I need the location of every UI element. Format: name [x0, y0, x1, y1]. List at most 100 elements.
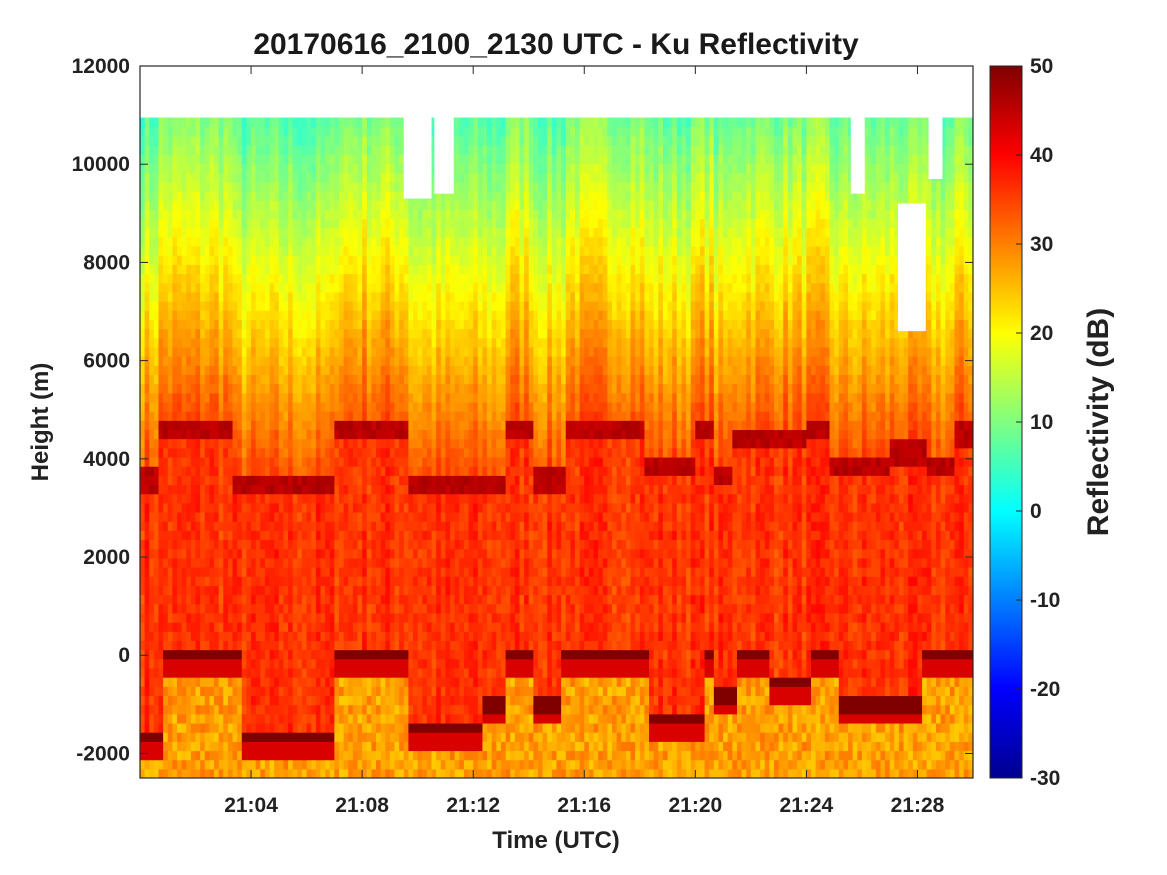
reflectivity-cell	[311, 145, 317, 155]
reflectivity-cell	[209, 640, 215, 651]
reflectivity-cell	[450, 319, 456, 330]
reflectivity-cell	[440, 732, 447, 742]
reflectivity-cell	[408, 603, 414, 614]
reflectivity-cell	[167, 686, 173, 697]
reflectivity-cell	[158, 732, 164, 742]
reflectivity-cell	[274, 732, 280, 742]
reflectivity-cell	[181, 539, 187, 550]
reflectivity-cell	[454, 319, 460, 330]
reflectivity-cell	[186, 631, 192, 642]
reflectivity-cell	[144, 576, 150, 586]
reflectivity-cell	[459, 704, 465, 715]
reflectivity-cell	[306, 154, 312, 165]
reflectivity-cell	[163, 291, 169, 302]
reflectivity-cell	[325, 245, 331, 256]
reflectivity-cell	[389, 227, 396, 238]
reflectivity-cell	[454, 722, 460, 733]
reflectivity-cell	[223, 475, 229, 486]
reflectivity-cell	[237, 695, 243, 706]
reflectivity-cell	[269, 622, 275, 632]
reflectivity-cell	[329, 741, 335, 752]
reflectivity-cell	[422, 401, 428, 412]
reflectivity-cell	[264, 530, 271, 541]
reflectivity-cell	[376, 190, 382, 201]
reflectivity-cell	[269, 365, 275, 375]
reflectivity-cell	[380, 567, 386, 577]
reflectivity-cell	[371, 732, 377, 742]
reflectivity-cell	[338, 310, 345, 320]
reflectivity-cell	[214, 273, 220, 284]
reflectivity-cell	[399, 677, 405, 687]
reflectivity-cell	[417, 337, 423, 348]
reflectivity-cell	[306, 631, 312, 642]
reflectivity-cell	[389, 301, 396, 311]
reflectivity-cell	[301, 521, 308, 531]
reflectivity-cell	[283, 539, 289, 550]
reflectivity-cell	[223, 236, 229, 247]
reflectivity-cell	[149, 502, 155, 513]
reflectivity-cell	[158, 530, 164, 541]
reflectivity-cell	[181, 383, 187, 394]
reflectivity-cell	[232, 181, 238, 192]
reflectivity-cell	[251, 365, 257, 375]
reflectivity-cell	[320, 401, 326, 412]
reflectivity-cell	[436, 218, 442, 229]
reflectivity-cell	[311, 218, 317, 229]
reflectivity-cell	[204, 209, 211, 220]
reflectivity-cell	[158, 759, 164, 770]
reflectivity-cell	[426, 677, 433, 687]
reflectivity-cell	[357, 429, 363, 440]
reflectivity-cell	[204, 530, 211, 541]
reflectivity-cell	[260, 346, 266, 357]
reflectivity-cell	[195, 732, 201, 742]
reflectivity-cell	[288, 310, 294, 320]
reflectivity-cell	[450, 612, 456, 623]
reflectivity-cell	[172, 401, 178, 412]
reflectivity-cell	[454, 200, 460, 210]
reflectivity-cell	[181, 548, 187, 559]
reflectivity-cell	[431, 163, 437, 174]
reflectivity-cell	[274, 484, 280, 495]
reflectivity-cell	[241, 456, 248, 467]
reflectivity-cell	[450, 530, 456, 541]
reflectivity-cell	[454, 548, 460, 559]
reflectivity-cell	[195, 255, 201, 265]
reflectivity-cell	[376, 713, 382, 724]
reflectivity-cell	[325, 567, 331, 577]
reflectivity-cell	[255, 383, 261, 394]
reflectivity-cell	[177, 612, 183, 623]
reflectivity-cell	[306, 429, 312, 440]
reflectivity-cell	[348, 190, 354, 201]
reflectivity-cell	[195, 759, 201, 770]
reflectivity-cell	[223, 282, 229, 293]
reflectivity-cell	[167, 502, 173, 513]
reflectivity-cell	[413, 209, 419, 220]
reflectivity-cell	[190, 365, 197, 375]
reflectivity-cell	[329, 603, 335, 614]
reflectivity-cell	[389, 631, 396, 642]
reflectivity-cell	[320, 677, 326, 687]
reflectivity-cell	[413, 622, 419, 632]
reflectivity-cell	[297, 328, 303, 339]
reflectivity-cell	[288, 401, 294, 412]
reflectivity-cell	[153, 732, 160, 742]
reflectivity-cell	[311, 539, 317, 550]
reflectivity-cell	[269, 447, 275, 458]
reflectivity-cell	[408, 631, 414, 642]
reflectivity-cell	[297, 594, 303, 605]
reflectivity-cell	[352, 713, 359, 724]
reflectivity-cell	[269, 732, 275, 742]
reflectivity-cell	[260, 759, 266, 770]
reflectivity-cell	[301, 190, 308, 201]
reflectivity-cell	[394, 245, 400, 256]
reflectivity-cell	[389, 511, 396, 522]
reflectivity-cell	[422, 209, 428, 220]
reflectivity-cell	[237, 713, 243, 724]
reflectivity-cell	[177, 677, 183, 687]
reflectivity-cell	[380, 383, 386, 394]
reflectivity-cell	[140, 401, 146, 412]
reflectivity-cell	[283, 135, 289, 146]
reflectivity-cell	[413, 741, 419, 752]
reflectivity-cell	[186, 704, 192, 715]
reflectivity-cell	[218, 172, 224, 183]
